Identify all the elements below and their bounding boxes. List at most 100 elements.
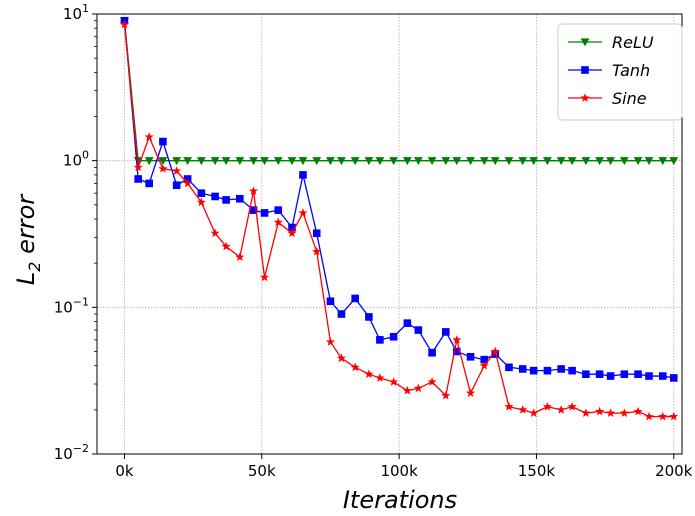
relu-point: [350, 157, 360, 166]
legend-swatch-marker: [581, 66, 589, 74]
tanh-point: [389, 332, 398, 341]
tanh-point: [505, 363, 513, 372]
tanh-point: [428, 348, 436, 357]
relu-point: [196, 157, 206, 166]
sine-point: [441, 390, 451, 400]
sine-point: [658, 411, 668, 421]
ticks: 0k 50k 100k 150k 200k 10−2 10−1 100 101: [54, 2, 693, 480]
sine-point: [183, 178, 193, 188]
legend-item-sine: Sine: [568, 89, 647, 108]
relu-point: [556, 157, 566, 166]
relu-point: [221, 157, 231, 166]
x-tick-label: 0k: [115, 462, 134, 480]
tanh-point: [606, 372, 615, 380]
legend-box: [557, 23, 683, 121]
tanh-point: [134, 175, 142, 183]
relu-point: [389, 157, 399, 166]
tanh-point: [669, 374, 678, 382]
tanh-point: [288, 223, 296, 232]
relu-point: [427, 157, 437, 166]
legend: ReLU Tanh Sine: [557, 23, 683, 121]
x-tick-label: 150k: [518, 462, 556, 480]
tanh-point: [452, 347, 461, 356]
legend-label-tanh: Tanh: [612, 61, 650, 80]
relu-point: [158, 157, 168, 166]
relu-point: [364, 157, 374, 166]
sine-point: [402, 385, 412, 395]
sine-point: [235, 252, 245, 261]
relu-point: [466, 157, 475, 166]
x-tick-label: 100k: [380, 462, 418, 480]
relu-point: [337, 157, 346, 166]
sine-point: [133, 162, 143, 172]
plot-frame: [96, 13, 683, 455]
series-layer: [119, 16, 679, 421]
tanh-point: [365, 313, 373, 321]
tanh-point: [582, 370, 590, 379]
tanh-point: [326, 297, 335, 306]
relu-point: [504, 157, 514, 166]
sine-point: [273, 217, 283, 227]
relu-point: [619, 157, 629, 166]
sine-point: [479, 360, 489, 370]
tanh-point: [172, 181, 181, 190]
relu-point: [606, 157, 615, 166]
sine-point: [298, 208, 308, 217]
legend-swatch-marker: [580, 93, 590, 102]
relu-point: [298, 157, 308, 166]
relu-point: [260, 157, 269, 166]
relu-point: [581, 157, 591, 166]
sine-point: [259, 272, 270, 282]
y-axis-label-rest: error: [12, 193, 40, 262]
relu-point: [669, 157, 679, 166]
tanh-point: [568, 366, 576, 375]
tanh-point: [351, 294, 359, 303]
y-tick-label: 100: [63, 149, 89, 170]
relu-point: [543, 157, 552, 166]
legend-item-tanh: Tanh: [568, 61, 650, 80]
relu-point: [235, 157, 245, 166]
relu-point: [402, 157, 412, 166]
relu-point: [633, 157, 643, 166]
relu-point: [644, 157, 654, 166]
tanh-point: [466, 352, 475, 361]
sine-point: [427, 377, 437, 386]
relu-point: [490, 157, 500, 166]
sine-point: [452, 335, 462, 344]
tanh-series: [120, 16, 678, 382]
tanh-point: [249, 206, 258, 214]
sine-point: [325, 337, 336, 346]
sine-point: [529, 408, 539, 417]
y-tick-label: 10−1: [54, 295, 89, 316]
tanh-point: [442, 328, 450, 336]
tanh-point: [529, 366, 538, 375]
sine-point: [619, 408, 629, 417]
sine-point: [350, 362, 360, 372]
sine-point: [196, 197, 206, 207]
sine-point: [581, 408, 591, 417]
relu-point: [518, 157, 528, 166]
sine-point: [389, 377, 399, 386]
sine-point: [336, 353, 346, 363]
y-axis-label-sub: 2: [25, 262, 44, 272]
tanh-point: [518, 365, 527, 373]
sine-point: [595, 406, 605, 416]
sine-point: [542, 401, 552, 411]
relu-point: [183, 157, 193, 166]
legend-label-relu: ReLU: [612, 33, 654, 52]
tanh-point: [480, 355, 489, 364]
relu-point: [441, 157, 451, 166]
tanh-point: [634, 370, 642, 379]
tanh-point: [645, 372, 653, 380]
tanh-point: [299, 171, 307, 179]
relu-point: [413, 157, 423, 166]
tanh-point: [236, 194, 244, 203]
x-tick-label: 200k: [655, 462, 693, 480]
sine-point: [413, 383, 423, 393]
relu-point: [249, 157, 258, 166]
relu-point: [210, 157, 220, 166]
legend-label-sine: Sine: [612, 89, 647, 108]
sine-point: [221, 241, 231, 251]
sine-point: [490, 346, 500, 356]
